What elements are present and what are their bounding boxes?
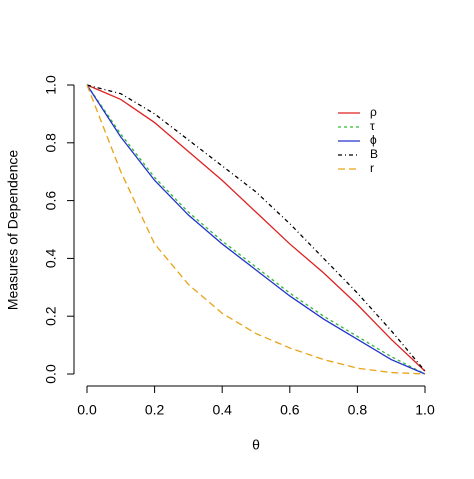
x-tick-label: 0.0 [77, 402, 97, 418]
x-tick-label: 0.8 [348, 402, 368, 418]
y-tick-label: 0.8 [43, 133, 59, 153]
series-line [86, 84, 426, 375]
y-axis-label: Measures of Dependence [5, 150, 21, 311]
legend-label: r [370, 161, 374, 175]
x-tick-label: 0.2 [145, 402, 165, 418]
y-tick-label: 1.0 [43, 75, 59, 95]
series-line [86, 84, 426, 375]
legend-label: τ [370, 119, 375, 133]
x-tick-label: 0.6 [280, 402, 300, 418]
legend-label: ϕ [370, 133, 377, 147]
y-tick-label: 0.6 [43, 191, 59, 211]
legend-label: B [370, 147, 378, 161]
x-tick-label: 1.0 [415, 402, 435, 418]
y-tick-label: 0.0 [43, 364, 59, 384]
x-tick-label: 0.4 [212, 402, 232, 418]
y-tick-label: 0.4 [43, 248, 59, 268]
series-line [86, 84, 426, 372]
x-axis-label: θ [252, 437, 260, 453]
y-tick-label: 0.2 [43, 306, 59, 326]
series-line [86, 84, 426, 375]
legend-label: ρ [370, 105, 377, 119]
